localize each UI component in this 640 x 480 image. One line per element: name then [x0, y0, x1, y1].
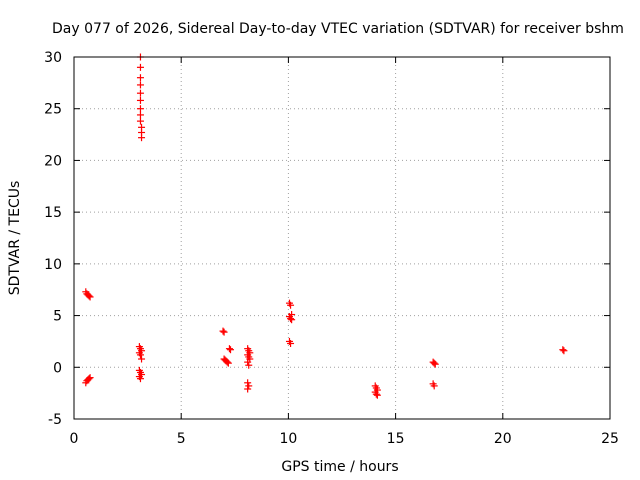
data-point	[227, 346, 235, 354]
data-point	[223, 358, 231, 366]
data-point	[373, 391, 381, 399]
x-tick-label: 20	[494, 431, 512, 447]
data-point	[86, 374, 94, 382]
x-tick-label: 10	[279, 431, 297, 447]
axis-ticks	[73, 56, 611, 420]
y-tick-label: 5	[53, 309, 62, 325]
data-point	[430, 359, 438, 367]
y-tick-label: 30	[44, 50, 62, 66]
data-point	[136, 81, 144, 89]
chart-title: Day 077 of 2026, Sidereal Day-to-day VTE…	[52, 21, 624, 37]
data-point	[138, 355, 146, 363]
data-point	[219, 327, 227, 335]
data-point	[244, 385, 252, 393]
data-point	[244, 358, 252, 366]
y-tick-label: 20	[44, 153, 62, 169]
x-tick-label: 5	[177, 431, 186, 447]
y-tick-label: 15	[44, 205, 62, 221]
y-tick-label: 25	[44, 102, 62, 118]
data-point	[225, 345, 233, 353]
data-point	[85, 292, 93, 300]
data-point	[560, 347, 568, 355]
data-point	[136, 105, 144, 113]
data-point	[220, 328, 228, 336]
data-point	[136, 117, 144, 125]
data-point	[245, 361, 253, 369]
x-tick-label: 25	[601, 431, 619, 447]
data-point	[288, 316, 296, 324]
x-axis-label: GPS time / hours	[281, 459, 398, 475]
y-tick-label: -5	[48, 412, 62, 428]
data-point	[136, 375, 144, 383]
y-axis-label: SDTVAR / TECUs	[7, 181, 23, 296]
grid-lines	[74, 57, 610, 419]
data-point	[136, 74, 144, 82]
y-tick-label: 10	[44, 257, 62, 273]
data-point	[136, 89, 144, 97]
data-point	[136, 63, 144, 71]
data-point	[138, 134, 146, 142]
plot-frame	[73, 56, 611, 420]
data-point	[287, 315, 295, 323]
x-axis-tick-labels: 0 5 10 15 20 25	[70, 431, 619, 447]
data-point	[136, 351, 144, 359]
data-point	[287, 339, 295, 347]
data-points	[82, 53, 568, 399]
data-point	[245, 382, 253, 390]
data-point	[431, 360, 439, 368]
x-tick-label: 15	[387, 431, 405, 447]
data-point	[136, 96, 144, 104]
data-point	[372, 390, 380, 398]
y-axis-tick-labels: -5 0 5 10 15 20 25 30	[44, 50, 62, 428]
data-point	[430, 382, 438, 390]
data-point	[287, 301, 295, 309]
data-point	[224, 359, 232, 367]
x-tick-label: 0	[70, 431, 79, 447]
y-tick-label: 0	[53, 360, 62, 376]
data-point	[86, 293, 94, 301]
data-point	[244, 379, 252, 387]
data-point	[85, 375, 93, 383]
data-point	[559, 346, 567, 354]
data-point	[136, 111, 144, 119]
